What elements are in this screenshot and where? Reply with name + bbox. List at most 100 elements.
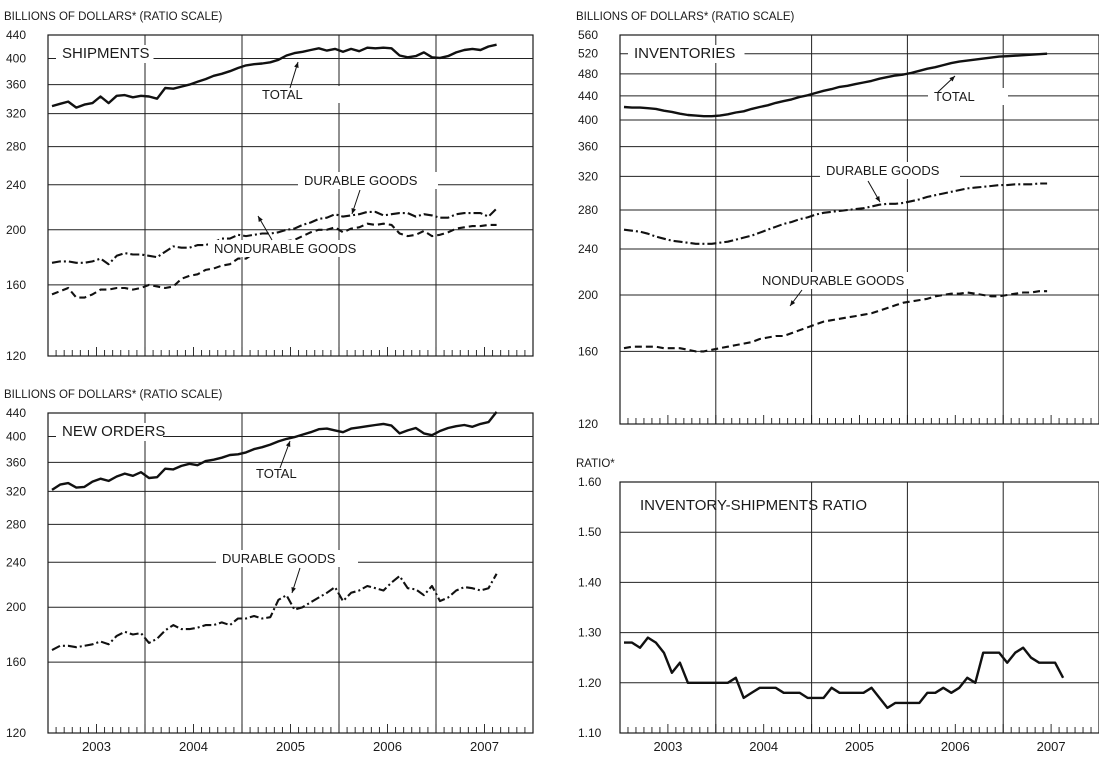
y-tick-label: 280	[6, 517, 26, 531]
annotation-durable-goods: DURABLE GOODS	[222, 551, 336, 566]
y-tick-label: 400	[6, 429, 26, 443]
annotation-knockout	[928, 88, 1008, 105]
arrowhead	[949, 76, 955, 82]
arrowhead	[875, 196, 880, 202]
y-tick-label: 240	[6, 178, 26, 192]
panel-title: INVENTORY-SHIPMENTS RATIO	[640, 497, 867, 514]
y-tick-label: 120	[6, 349, 26, 363]
arrowhead	[790, 300, 796, 306]
series-line-total	[623, 52, 1048, 118]
annotation-durable-goods: DURABLE GOODS	[304, 173, 418, 188]
y-tick-label: 120	[578, 417, 598, 431]
y-tick-label: 1.60	[578, 475, 602, 489]
panel-header: BILLIONS OF DOLLARS* (RATIO SCALE)	[4, 11, 223, 23]
x-tick-label-2006: 2006	[941, 739, 970, 754]
y-tick-label: 360	[578, 140, 598, 154]
x-tick-label-2004: 2004	[179, 739, 208, 754]
chart-panel-new_orders: BILLIONS OF DOLLARS* (RATIO SCALE) 440 400…	[4, 389, 534, 754]
series-line-nondurable-goods	[623, 290, 1048, 353]
annotation-total: TOTAL	[256, 466, 297, 481]
annotation-knockout	[298, 172, 438, 189]
annotation-nondurable-goods: NONDURABLE GOODS	[214, 241, 357, 256]
y-tick-label: 160	[578, 344, 598, 358]
arrowhead	[351, 208, 356, 214]
series-line-total	[51, 43, 497, 109]
y-tick-label: 1.10	[578, 726, 602, 740]
y-tick-label: 1.50	[578, 525, 602, 539]
gridlines	[48, 413, 533, 733]
y-tick-label: 480	[578, 67, 598, 81]
title-knockout	[628, 45, 745, 63]
y-tick-label: 440	[6, 28, 26, 42]
panel-title: NEW ORDERS	[62, 423, 165, 440]
series-line-durable-goods	[623, 182, 1048, 245]
x-tick-label-2004: 2004	[749, 739, 778, 754]
y-tick-label: 280	[6, 140, 26, 154]
y-tick-label: 440	[578, 89, 598, 103]
panel-header: BILLIONS OF DOLLARS* (RATIO SCALE)	[4, 389, 223, 401]
y-tick-label: 160	[6, 655, 26, 669]
y-tick-label: 240	[6, 555, 26, 569]
y-tick-label: 440	[6, 406, 26, 420]
arrowhead	[285, 441, 291, 447]
annotation-total: TOTAL	[934, 89, 975, 104]
panel-title: SHIPMENTS	[62, 45, 150, 62]
gridlines	[48, 35, 533, 356]
y-tick-label: 200	[6, 223, 26, 237]
y-tick-label: 360	[6, 78, 26, 92]
y-tick-label: 400	[578, 113, 598, 127]
annotation-knockout	[756, 272, 942, 289]
annotation-knockout	[216, 550, 358, 567]
plot-frame	[619, 481, 1099, 734]
y-tick-label: 400	[6, 52, 26, 66]
panel-title: INVENTORIES	[634, 45, 735, 62]
chart-panel-ratio: RATIO* 1.60 1.50 1.40 1.30 1.20 1.10 2003 2004 20…	[576, 458, 1099, 754]
series-line-nondurable-goods	[51, 222, 497, 299]
x-tick-label-2006: 2006	[373, 739, 402, 754]
series-line-durable-goods	[51, 207, 498, 266]
panel-header: RATIO*	[576, 458, 615, 470]
plot-frame	[47, 412, 534, 734]
y-tick-label: 320	[578, 169, 598, 183]
title-knockout	[56, 423, 163, 441]
annotation-knockout	[250, 465, 334, 482]
x-tick-label-2007: 2007	[1037, 739, 1066, 754]
y-tick-label: 320	[6, 107, 26, 121]
y-tick-label: 160	[6, 278, 26, 292]
y-tick-label: 240	[578, 242, 598, 256]
y-tick-label: 320	[6, 484, 26, 498]
x-tick-label-2007: 2007	[470, 739, 499, 754]
annotation-total: TOTAL	[262, 87, 303, 102]
series-line-durable-goods	[51, 573, 498, 652]
series-line-total	[51, 411, 498, 491]
arrowhead	[294, 62, 299, 68]
y-tick-label: 120	[6, 726, 26, 740]
arrowhead	[258, 216, 263, 222]
annotation-durable-goods: DURABLE GOODS	[826, 163, 940, 178]
annotation-nondurable-goods: NONDURABLE GOODS	[762, 273, 905, 288]
arrowhead	[291, 587, 296, 593]
annotation-knockout	[208, 240, 388, 257]
gridlines	[620, 35, 1099, 424]
chart-panel-inventories: BILLIONS OF DOLLARS* (RATIO SCALE) 560 520…	[576, 11, 1099, 431]
annotation-knockout	[820, 162, 960, 179]
x-tick-label-2003: 2003	[82, 739, 111, 754]
plot-frame	[619, 34, 1099, 425]
panel-header: BILLIONS OF DOLLARS* (RATIO SCALE)	[576, 11, 795, 23]
gridlines	[620, 482, 1099, 733]
y-tick-label: 200	[6, 600, 26, 614]
y-tick-label: 1.40	[578, 575, 602, 589]
y-tick-label: 560	[578, 28, 598, 42]
y-tick-label: 280	[578, 203, 598, 217]
x-tick-label-2005: 2005	[276, 739, 305, 754]
x-tick-label-2003: 2003	[653, 739, 682, 754]
chart-panel-shipments: BILLIONS OF DOLLARS* (RATIO SCALE) 440 400…	[4, 11, 534, 363]
y-tick-label: 1.30	[578, 626, 602, 640]
y-tick-label: 200	[578, 288, 598, 302]
title-knockout	[56, 45, 154, 63]
plot-frame	[47, 34, 534, 357]
annotation-knockout	[256, 86, 340, 103]
y-tick-label: 1.20	[578, 676, 602, 690]
series-line-ratio	[624, 636, 1065, 710]
